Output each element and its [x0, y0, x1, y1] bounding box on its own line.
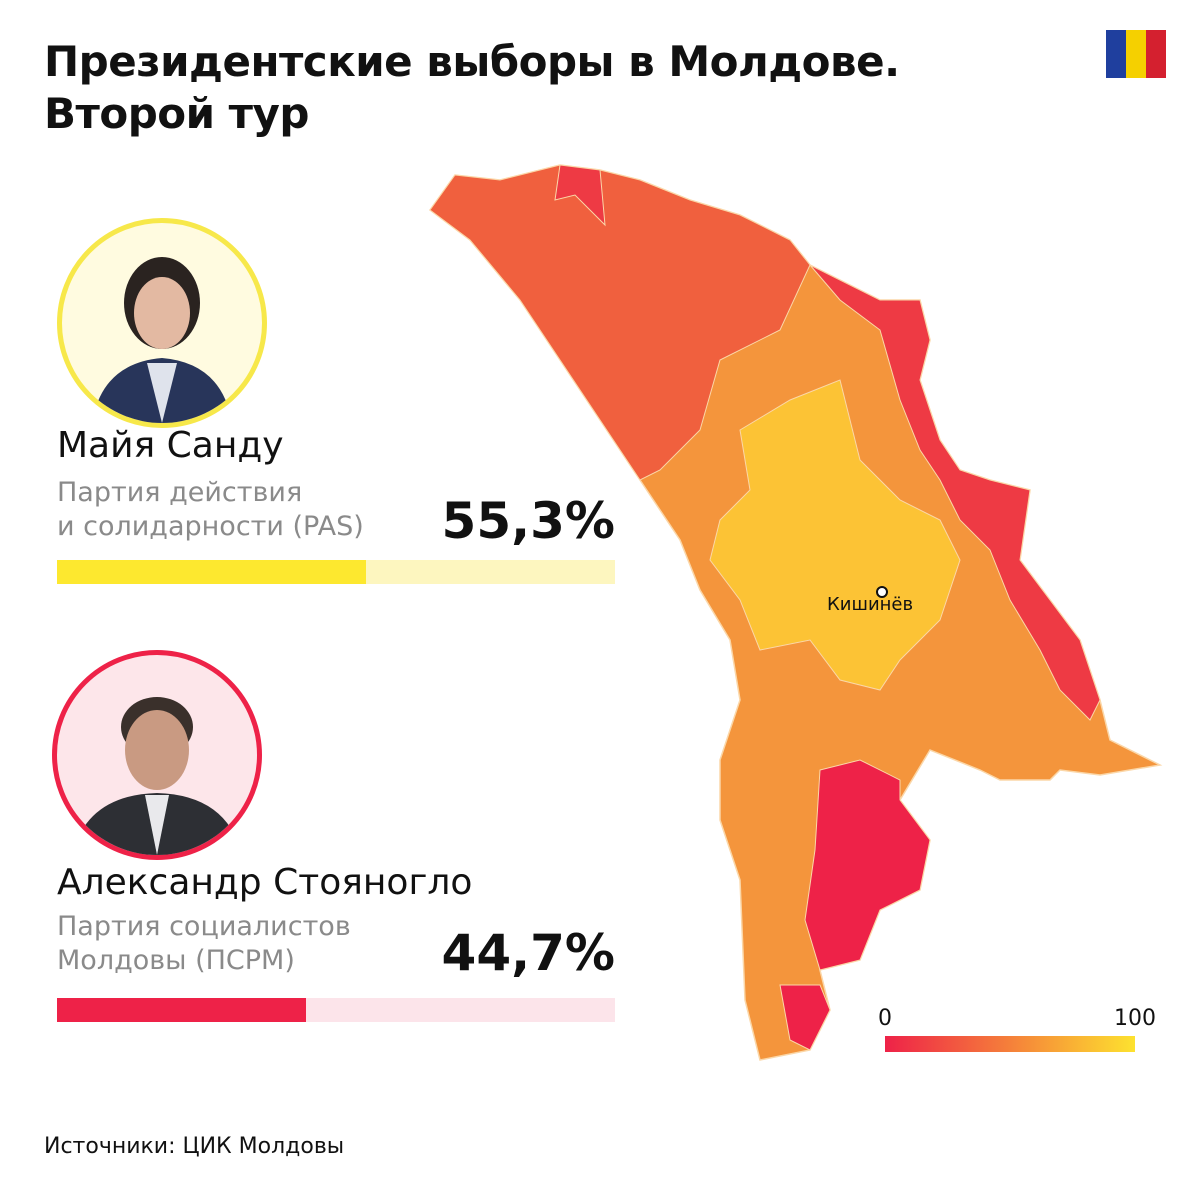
- avatar-sandu: [57, 218, 267, 428]
- title-line-1: Президентские выборы в Молдове.: [44, 37, 900, 86]
- candidate-percent: 55,3%: [441, 492, 615, 550]
- avatar-stoianoglo: [52, 650, 262, 860]
- city-marker-icon: [876, 586, 888, 598]
- map-region-east: [809, 264, 1101, 721]
- portrait-icon: [92, 257, 232, 423]
- party-line-1: Партия действия: [57, 477, 303, 508]
- map-region-north-top: [554, 164, 606, 227]
- party-line-1: Партия социалистов: [57, 911, 351, 942]
- map-region-south-tip: [779, 984, 831, 1051]
- candidate-name: Майя Санду: [57, 425, 284, 466]
- candidate-party: Партия действия и солидарности (PAS): [57, 476, 364, 544]
- party-line-2: и солидарности (PAS): [57, 511, 364, 542]
- title-line-2: Второй тур: [44, 89, 309, 138]
- legend-max: 100: [1114, 1006, 1156, 1031]
- candidate-percent: 44,7%: [441, 924, 615, 982]
- map-region-south: [804, 759, 931, 971]
- result-bar-fill: [57, 998, 307, 1022]
- portrait-icon: [72, 697, 242, 855]
- candidate-party: Партия социалистов Молдовы (ПСРМ): [57, 910, 351, 978]
- moldova-flag-icon: [1106, 30, 1166, 78]
- result-bar-fill: [57, 560, 366, 584]
- candidate-name: Александр Стояногло: [57, 862, 473, 903]
- page-title: Президентские выборы в Молдове. Второй т…: [44, 36, 900, 140]
- map-region-center: [709, 379, 961, 691]
- party-line-2: Молдовы (ПСРМ): [57, 945, 295, 976]
- city-label: Кишинёв: [827, 594, 914, 615]
- legend-gradient: [885, 1036, 1135, 1052]
- result-bar: [57, 560, 615, 584]
- source-note: Источники: ЦИК Молдовы: [44, 1134, 345, 1159]
- legend-min: 0: [878, 1006, 892, 1031]
- result-bar: [57, 998, 615, 1022]
